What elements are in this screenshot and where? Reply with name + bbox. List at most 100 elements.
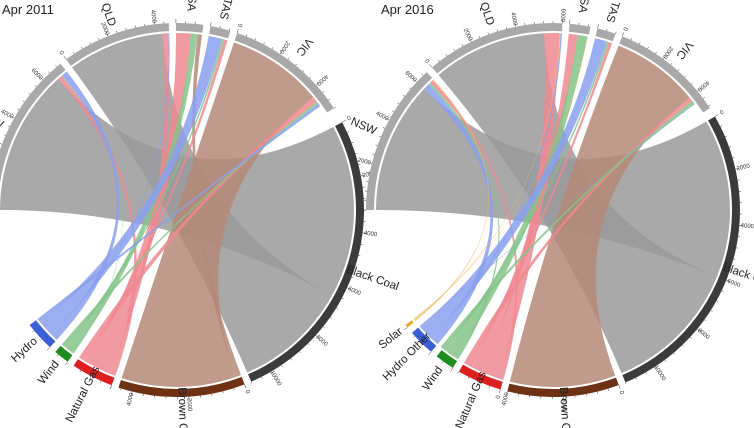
tick-mark xyxy=(684,75,687,78)
source-label-hydro: Hydro xyxy=(9,335,40,365)
panel-title-2011: Apr 2011 xyxy=(2,2,54,17)
state-arc-sa xyxy=(568,23,591,35)
tick-mark xyxy=(677,69,680,71)
tick-label: 0 xyxy=(347,115,353,122)
tick-mark xyxy=(290,358,292,361)
tick-mark xyxy=(34,85,37,88)
state-arc-vic xyxy=(619,36,710,113)
state-arc-tas xyxy=(595,28,616,42)
tick-mark xyxy=(279,50,283,55)
tick-label: 0 xyxy=(719,109,725,116)
tick-mark xyxy=(413,335,416,338)
state-label-sa: SA xyxy=(576,0,590,14)
tick-label: 2000 xyxy=(362,171,377,179)
tick-mark xyxy=(730,269,733,271)
ribbon-sa-natural-gas xyxy=(472,33,578,373)
tick-mark xyxy=(0,143,3,145)
source-label-wind: Wind xyxy=(36,359,62,387)
tick-mark xyxy=(402,94,405,97)
tick-mark xyxy=(714,114,719,117)
tick-mark xyxy=(254,38,257,41)
tick-mark xyxy=(375,144,378,146)
tick-mark xyxy=(732,157,735,159)
tick-mark xyxy=(261,376,263,379)
tick-mark xyxy=(263,42,265,45)
tick-mark xyxy=(323,326,325,329)
tick-mark xyxy=(106,32,109,37)
tick-mark xyxy=(351,276,354,279)
tick-mark xyxy=(445,54,448,57)
state-arc-tas xyxy=(209,26,231,39)
tick-mark xyxy=(302,70,305,72)
tick-label: 4000 xyxy=(314,73,328,87)
tick-mark xyxy=(461,44,464,47)
tick-mark xyxy=(702,97,705,99)
tick-mark xyxy=(615,31,617,34)
tick-mark xyxy=(372,153,375,155)
tick-mark xyxy=(691,82,693,85)
tick-label: 8000 xyxy=(696,328,711,342)
tick-mark xyxy=(428,351,432,355)
ribbon-group xyxy=(376,33,730,387)
tick-mark xyxy=(355,266,358,268)
tick-mark xyxy=(720,125,723,127)
tick-mark xyxy=(639,42,641,45)
tick-mark xyxy=(10,116,15,119)
tick-mark xyxy=(607,388,609,391)
source-label-brown-coal: Brown Coal xyxy=(557,387,572,428)
tick-mark xyxy=(625,382,627,385)
tick-mark xyxy=(309,76,312,79)
source-arc-brown-coal xyxy=(507,377,619,397)
tick-mark xyxy=(341,297,344,300)
tick-mark xyxy=(98,38,100,41)
tick-mark xyxy=(55,65,57,67)
tick-mark xyxy=(506,391,508,396)
tick-mark xyxy=(689,337,692,339)
tick-mark xyxy=(704,319,707,322)
tick-mark xyxy=(116,30,118,33)
tick-mark xyxy=(295,63,298,66)
tick-mark xyxy=(421,73,424,76)
tick-label: 2000 xyxy=(99,22,110,37)
tick-mark xyxy=(647,46,649,49)
tick-mark xyxy=(210,22,212,27)
tick-mark xyxy=(79,370,82,373)
tick-mark xyxy=(48,71,50,74)
tick-mark xyxy=(65,361,68,366)
tick-mark xyxy=(413,79,417,83)
tick-mark xyxy=(710,310,713,312)
tick-mark xyxy=(328,98,331,101)
tick-label: 6000 xyxy=(347,286,362,297)
tick-mark xyxy=(478,381,480,384)
state-label-nsw: NSW xyxy=(0,109,5,132)
tick-mark xyxy=(233,388,235,391)
ribbon-qld-natural-gas xyxy=(481,33,560,379)
source-arc-black-coal xyxy=(248,122,365,382)
tick-mark xyxy=(597,24,599,29)
tick-mark xyxy=(618,384,621,389)
tick-mark xyxy=(329,317,332,319)
source-label-wind: Wind xyxy=(420,364,445,392)
tick-label: 0 xyxy=(356,208,360,214)
tick-label: 0 xyxy=(621,26,628,32)
tick-mark xyxy=(72,52,75,55)
tick-mark xyxy=(17,108,20,111)
state-arc-qld xyxy=(432,22,563,74)
tick-label: 2000 xyxy=(185,398,192,412)
state-label-vic: VIC xyxy=(674,39,695,61)
tick-mark xyxy=(333,106,336,109)
tick-mark xyxy=(131,391,133,396)
tick-mark xyxy=(635,377,637,380)
tick-mark xyxy=(28,92,31,95)
tick-mark xyxy=(63,56,67,60)
state-label-vic: VIC xyxy=(293,35,314,58)
tick-mark xyxy=(360,175,365,177)
tick-mark xyxy=(478,35,481,38)
tick-mark xyxy=(89,42,91,45)
tick-mark xyxy=(287,57,290,60)
ribbon-sa-natural-gas xyxy=(88,33,191,372)
tick-mark xyxy=(729,146,732,148)
tick-mark xyxy=(307,343,310,346)
